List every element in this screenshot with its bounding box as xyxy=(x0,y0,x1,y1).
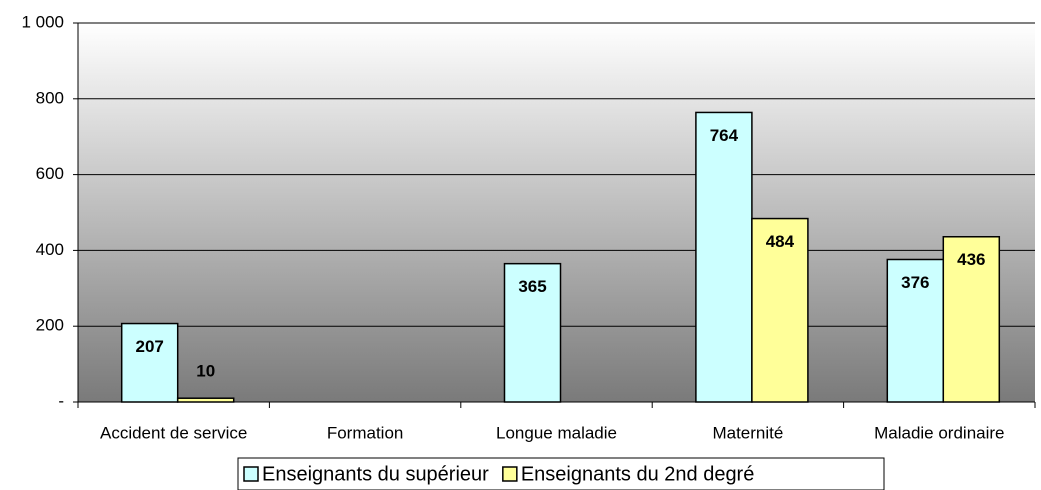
y-tick-label: 200 xyxy=(36,316,64,335)
x-tick-label: Maladie ordinaire xyxy=(874,423,1004,442)
value-label: 484 xyxy=(766,232,795,251)
bar xyxy=(176,397,235,403)
bar xyxy=(503,262,562,403)
legend-label: Enseignants du 2nd degré xyxy=(521,463,755,485)
y-tick-label: 400 xyxy=(36,240,64,259)
value-label: 365 xyxy=(518,277,546,296)
legend-box xyxy=(237,457,885,490)
y-tick-label: 1 000 xyxy=(21,12,64,31)
x-tick-label: Formation xyxy=(327,423,404,442)
x-tick-label: Longue maladie xyxy=(496,423,617,442)
value-label: 207 xyxy=(136,337,164,356)
bar xyxy=(695,111,753,403)
y-tick-label: - xyxy=(58,391,64,410)
bar xyxy=(120,322,179,403)
legend-label: Enseignants du supérieur xyxy=(262,463,489,485)
bar xyxy=(751,217,809,403)
x-tick-label: Accident de service xyxy=(100,423,247,442)
x-tick-label: Maternité xyxy=(712,423,783,442)
y-tick-label: 800 xyxy=(36,88,64,107)
value-label: 436 xyxy=(957,250,985,269)
value-label: 764 xyxy=(710,126,739,145)
legend-swatch xyxy=(243,466,259,482)
legend-swatch xyxy=(502,466,518,482)
bar xyxy=(942,236,1001,403)
value-label: 10 xyxy=(196,362,215,381)
value-label: 376 xyxy=(901,273,929,292)
bar xyxy=(886,258,945,403)
y-tick-label: 600 xyxy=(36,164,64,183)
